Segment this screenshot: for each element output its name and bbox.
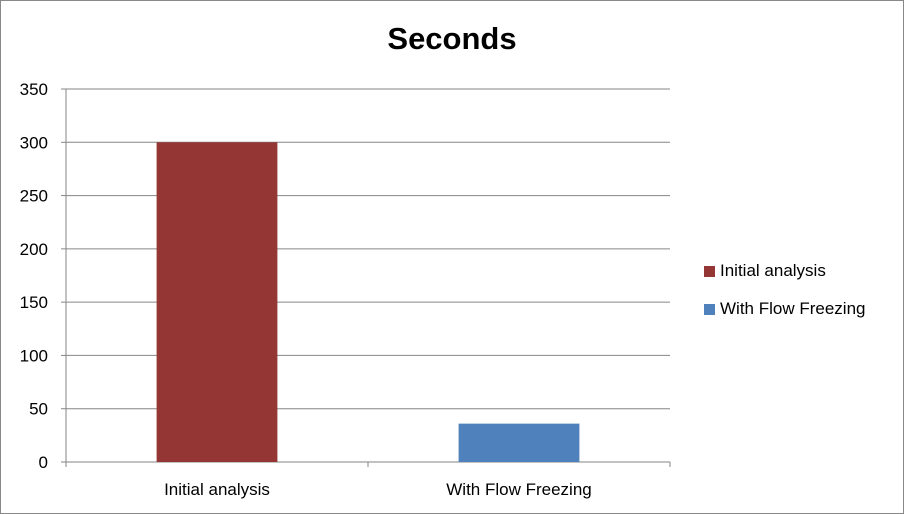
y-tick-label-200: 200 — [20, 240, 48, 259]
bar-with-flow-freezing — [458, 423, 580, 462]
legend: Initial analysis With Flow Freezing — [704, 259, 865, 335]
y-tick-label-50: 50 — [29, 400, 48, 419]
legend-item-initial-analysis: Initial analysis — [704, 259, 865, 283]
y-tick-label-250: 250 — [20, 187, 48, 206]
x-tick-label-with-flow-freezing: With Flow Freezing — [446, 480, 591, 499]
y-tick-label-0: 0 — [39, 453, 48, 472]
legend-item-with-flow-freezing: With Flow Freezing — [704, 297, 865, 321]
x-tick-label-initial-analysis: Initial analysis — [164, 480, 270, 499]
legend-swatch-with-flow-freezing — [704, 303, 715, 315]
y-tick-label-100: 100 — [20, 346, 48, 365]
y-tick-label-350: 350 — [20, 80, 48, 99]
bar-initial-analysis — [156, 142, 278, 463]
legend-label-with-flow-freezing: With Flow Freezing — [720, 299, 866, 318]
legend-swatch-initial-analysis — [704, 265, 715, 277]
y-tick-label-150: 150 — [20, 293, 48, 312]
chart-title: Seconds — [387, 21, 517, 56]
legend-label-initial-analysis: Initial analysis — [720, 261, 826, 280]
y-tick-label-300: 300 — [20, 133, 48, 152]
